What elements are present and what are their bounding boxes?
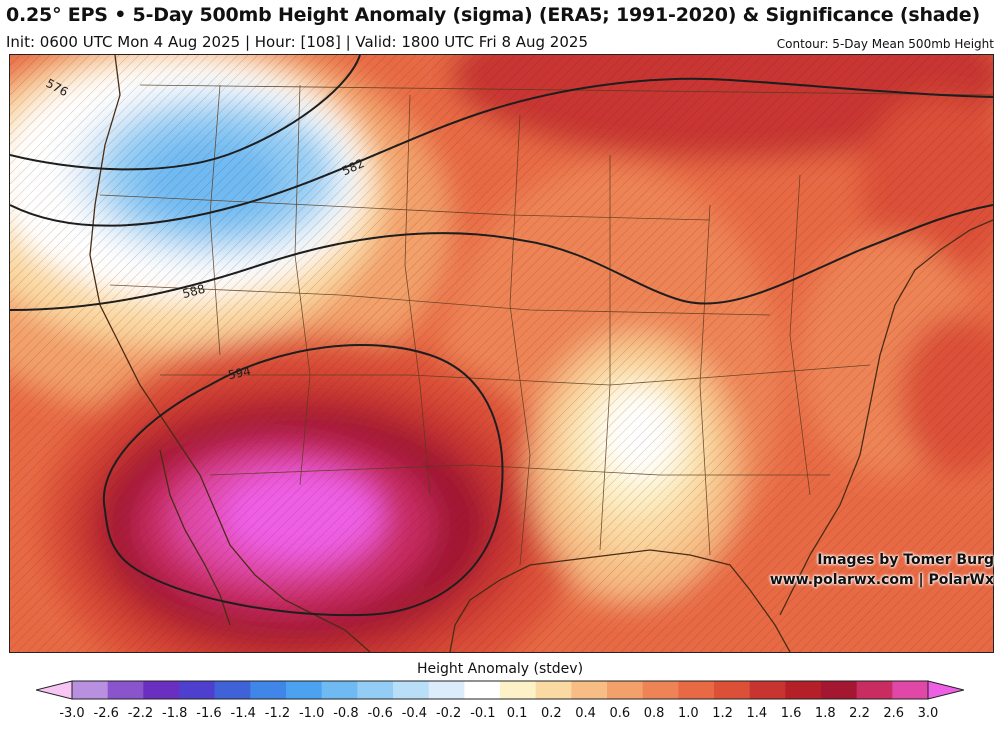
colorbar-segment: [535, 681, 572, 699]
colorbar-segment: [286, 681, 323, 699]
colorbar-segment: [357, 681, 394, 699]
colorbar-tick-label: -1.6: [196, 706, 222, 721]
colorbar-tick-label: -0.8: [333, 706, 359, 721]
colorbar-segment: [214, 681, 251, 699]
colorbar-segment: [571, 681, 608, 699]
colorbar-tick-label: 3.0: [917, 706, 939, 721]
map-subtitle: Init: 0600 UTC Mon 4 Aug 2025 | Hour: [1…: [6, 33, 588, 51]
contour-label-588: 588: [181, 282, 207, 301]
contour-594: [102, 344, 504, 617]
colorbar-segment: [607, 681, 644, 699]
anomaly-map: 576 582 588 594: [9, 54, 994, 653]
colorbar-tick-label: 0.1: [506, 706, 528, 721]
state-borders: [99, 84, 993, 566]
colorbar-segment: [642, 681, 679, 699]
credit-website: www.polarwx.com | PolarWx: [769, 572, 994, 588]
colorbar-segment: [464, 681, 501, 699]
colorbar-segment: [678, 681, 715, 699]
colorbar-segment: [393, 681, 430, 699]
colorbar-tick-label: 1.6: [780, 706, 802, 721]
colorbar-tick-label: 1.4: [746, 706, 768, 721]
colorbar-segment: [821, 681, 858, 699]
colorbar-title: Height Anomaly (stdev): [416, 661, 584, 677]
colorbar-segment: [250, 681, 287, 699]
colorbar-tick-label: -2.2: [127, 706, 154, 721]
colorbar-segment: [321, 681, 358, 699]
colorbar: [36, 680, 964, 700]
colorbar-segment: [428, 681, 465, 699]
colorbar-segment: [72, 681, 109, 699]
contour-label-594: 594: [227, 364, 252, 382]
colorbar-segment: [749, 681, 786, 699]
colorbar-tick-label: 2.6: [883, 706, 905, 721]
colorbar-tick-label: -3.0: [59, 706, 85, 721]
colorbar-outline: [71, 680, 929, 700]
colorbar-tick-label: 0.4: [575, 706, 596, 721]
colorbar-arrow-max: [927, 680, 964, 700]
colorbar-tick-label: 1.2: [712, 706, 733, 721]
colorbar-tick-label: -0.1: [470, 706, 496, 721]
height-contours: [10, 55, 993, 617]
coastlines: [89, 55, 993, 652]
contour-582: [10, 77, 993, 227]
colorbar-segment: [107, 681, 144, 699]
colorbar-tick-label: -1.4: [230, 706, 256, 721]
colorbar-tick-label: -1.0: [298, 706, 325, 721]
colorbar-tick-label: -2.6: [93, 706, 119, 721]
colorbar-tick-label: 0.8: [643, 706, 665, 721]
colorbar-tick-label: 2.2: [849, 706, 870, 721]
colorbar-segment: [856, 681, 893, 699]
colorbar-tick-label: 1.8: [814, 706, 836, 721]
colorbar-segment: [785, 681, 822, 699]
colorbar-tick-label: -1.2: [264, 706, 291, 721]
colorbar-tick-label: -1.8: [162, 706, 188, 721]
colorbar-tick-label: -0.2: [435, 706, 462, 721]
colorbar-segment: [143, 681, 180, 699]
contour-note: Contour: 5-Day Mean 500mb Height: [776, 37, 994, 51]
colorbar-tick-label: -0.6: [367, 706, 393, 721]
significance-hatching: [10, 55, 993, 652]
colorbar-tick-labels: -3.0 -2.6 -2.2 -1.8 -1.6 -1.4 -1.2 -1.0 -0.8 -0.6…: [0, 706, 1000, 726]
colorbar-arrow-min: [36, 680, 73, 700]
colorbar-tick-label: -0.4: [401, 706, 428, 721]
colorbar-segment: [500, 681, 537, 699]
colorbar-segment: [179, 681, 216, 699]
map-title: 0.25° EPS • 5-Day 500mb Height Anomaly (…: [6, 4, 980, 26]
colorbar-segment: [892, 681, 929, 699]
anomaly-map-svg: 576 582 588 594: [10, 55, 993, 652]
colorbar-segment: [714, 681, 751, 699]
contour-576: [10, 55, 361, 171]
colorbar-tick-label: 0.6: [609, 706, 631, 721]
colorbar-tick-label: 0.2: [541, 706, 562, 721]
credit-author: Images by Tomer Burg: [817, 552, 994, 568]
colorbar-tick-label: 1.0: [677, 706, 699, 721]
contour-588: [10, 204, 993, 311]
